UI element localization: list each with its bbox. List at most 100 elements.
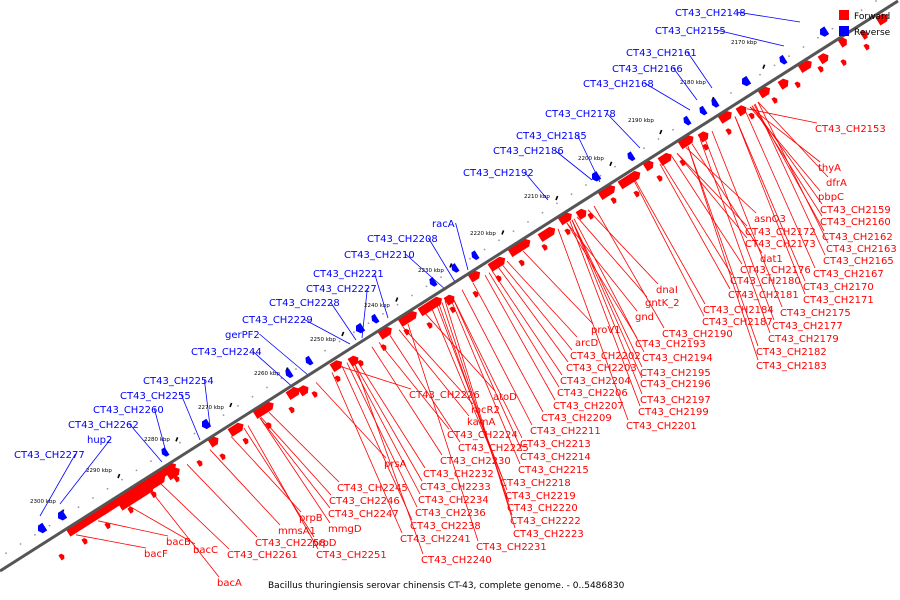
reverse-gene-label[interactable]: CT43_CH2254 (143, 376, 214, 387)
forward-gene-label[interactable]: kamA (467, 417, 495, 428)
forward-gene-label[interactable]: CT43_CH2162 (822, 232, 893, 243)
reverse-gene-label[interactable]: CT43_CH2227 (306, 284, 377, 295)
gene-arrow[interactable] (699, 105, 708, 116)
forward-gene-label[interactable]: CT43_CH2261 (227, 550, 298, 561)
gene-arrow[interactable] (657, 152, 672, 166)
forward-gene-label[interactable]: CT43_CH2199 (638, 407, 709, 418)
gene-arrow[interactable] (117, 483, 154, 511)
gene-arrow[interactable] (817, 53, 829, 65)
gene-arrow[interactable] (471, 250, 480, 261)
gene-arrow[interactable] (429, 277, 438, 287)
forward-gene-label[interactable]: arcD (575, 338, 599, 349)
forward-gene-label[interactable]: CT43_CH2213 (520, 439, 591, 450)
gene-arrow[interactable] (575, 208, 587, 220)
reverse-gene-label[interactable]: CT43_CH2221 (313, 269, 384, 280)
forward-gene-label[interactable]: CT43_CH2222 (510, 516, 581, 527)
gene-arrow[interactable] (617, 170, 641, 190)
gene-arrow[interactable] (356, 322, 366, 334)
gene-arrow[interactable] (592, 171, 602, 182)
forward-gene-label[interactable]: mmgD (328, 524, 362, 535)
forward-gene-label[interactable]: CT43_CH2246 (329, 496, 400, 507)
forward-gene-label[interactable]: CT43_CH2184 (703, 305, 774, 316)
forward-gene-label[interactable]: prsA (384, 459, 407, 470)
forward-gene-label[interactable]: CT43_CH2224 (447, 430, 518, 441)
reverse-gene-label[interactable]: CT43_CH2148 (675, 8, 746, 19)
forward-gene-label[interactable]: CT43_CH2190 (662, 329, 733, 340)
gene-arrow[interactable] (173, 475, 180, 483)
forward-gene-label[interactable]: CT43_CH2214 (520, 452, 591, 463)
forward-gene-label[interactable]: thyA (818, 163, 841, 174)
reverse-gene-label[interactable]: CT43_CH2185 (516, 131, 587, 142)
reverse-gene-label[interactable]: CT43_CH2244 (191, 347, 262, 358)
gene-arrow[interactable] (104, 522, 111, 530)
gene-arrow[interactable] (443, 294, 455, 306)
reverse-gene-label[interactable]: CT43_CH2186 (493, 146, 564, 157)
forward-gene-label[interactable]: CT43_CH2201 (626, 421, 697, 432)
forward-gene-label[interactable]: CT43_CH2196 (640, 379, 711, 390)
gene-arrow[interactable] (127, 506, 134, 514)
forward-gene-label[interactable]: dnaI (656, 285, 678, 296)
gene-arrow[interactable] (288, 406, 295, 414)
gene-arrow[interactable] (449, 306, 456, 314)
reverse-gene-label[interactable]: CT43_CH2161 (626, 48, 697, 59)
gene-arrow[interactable] (837, 37, 847, 48)
gene-arrow[interactable] (285, 387, 300, 400)
gene-arrow[interactable] (334, 375, 341, 383)
gene-arrow[interactable] (779, 54, 788, 65)
forward-gene-label[interactable]: CT43_CH2176 (740, 265, 811, 276)
forward-gene-label[interactable]: gnd (635, 312, 654, 323)
reverse-gene-label[interactable]: CT43_CH2166 (612, 64, 683, 75)
gene-arrow[interactable] (794, 81, 801, 89)
gene-arrow[interactable] (297, 385, 309, 397)
forward-gene-label[interactable]: CT43_CH2236 (415, 508, 486, 519)
forward-gene-label[interactable]: CT43_CH2163 (826, 244, 897, 255)
gene-arrow[interactable] (742, 75, 752, 87)
gene-arrow[interactable] (380, 344, 387, 352)
forward-gene-label[interactable]: asnO3 (754, 214, 786, 225)
reverse-gene-label[interactable]: CT43_CH2192 (463, 168, 534, 179)
gene-arrow[interactable] (417, 296, 442, 317)
gene-arrow[interactable] (679, 159, 686, 167)
gene-arrow[interactable] (875, 13, 889, 26)
forward-gene-label[interactable]: CT43_CH2220 (507, 503, 578, 514)
gene-arrow[interactable] (150, 491, 157, 499)
forward-gene-label[interactable]: CT43_CH2211 (530, 426, 601, 437)
gene-arrow[interactable] (771, 97, 778, 104)
gene-arrow[interactable] (487, 256, 506, 272)
gene-arrow[interactable] (817, 65, 824, 73)
forward-gene-label[interactable]: gntK_2 (645, 298, 680, 309)
reverse-gene-label[interactable]: CT43_CH2210 (344, 250, 415, 261)
forward-gene-label[interactable]: CT43_CH2194 (642, 353, 713, 364)
gene-arrow[interactable] (863, 43, 870, 51)
gene-arrow[interactable] (725, 128, 732, 136)
gene-arrow[interactable] (541, 244, 548, 251)
forward-gene-label[interactable]: proV1 (591, 325, 621, 336)
forward-gene-label[interactable]: CT43_CH2160 (820, 217, 891, 228)
gene-arrow[interactable] (748, 112, 755, 120)
forward-gene-label[interactable]: CT43_CH2187 (702, 317, 773, 328)
gene-arrow[interactable] (65, 504, 111, 537)
forward-gene-label[interactable]: CT43_CH2247 (328, 509, 399, 520)
gene-arrow[interactable] (627, 151, 636, 162)
gene-arrow[interactable] (165, 467, 180, 481)
forward-gene-label[interactable]: prpD (312, 538, 337, 549)
forward-gene-label[interactable]: mmsA1 (278, 526, 316, 537)
gene-arrow[interactable] (252, 401, 274, 419)
gene-arrow[interactable] (656, 175, 663, 182)
gene-arrow[interactable] (97, 462, 176, 517)
reverse-gene-label[interactable]: CT43_CH2228 (269, 298, 340, 309)
gene-arrow[interactable] (311, 391, 318, 398)
forward-gene-label[interactable]: CT43_CH2153 (815, 124, 886, 135)
forward-gene-label[interactable]: CT43_CH2231 (476, 542, 547, 553)
reverse-gene-label[interactable]: hup2 (87, 435, 112, 446)
forward-gene-label[interactable]: CT43_CH2175 (780, 308, 851, 319)
forward-gene-label[interactable]: CT43_CH2193 (635, 339, 706, 350)
forward-gene-label[interactable]: CT43_CH2177 (772, 321, 843, 332)
reverse-gene-label[interactable]: CT43_CH2262 (68, 420, 139, 431)
gene-arrow[interactable] (227, 422, 244, 437)
forward-gene-label[interactable]: CT43_CH2195 (640, 368, 711, 379)
gene-arrow[interactable] (564, 228, 571, 236)
reverse-gene-label[interactable]: gerPF2 (225, 330, 260, 341)
forward-gene-label[interactable]: bacF (144, 549, 168, 560)
gene-arrow[interactable] (38, 522, 48, 534)
